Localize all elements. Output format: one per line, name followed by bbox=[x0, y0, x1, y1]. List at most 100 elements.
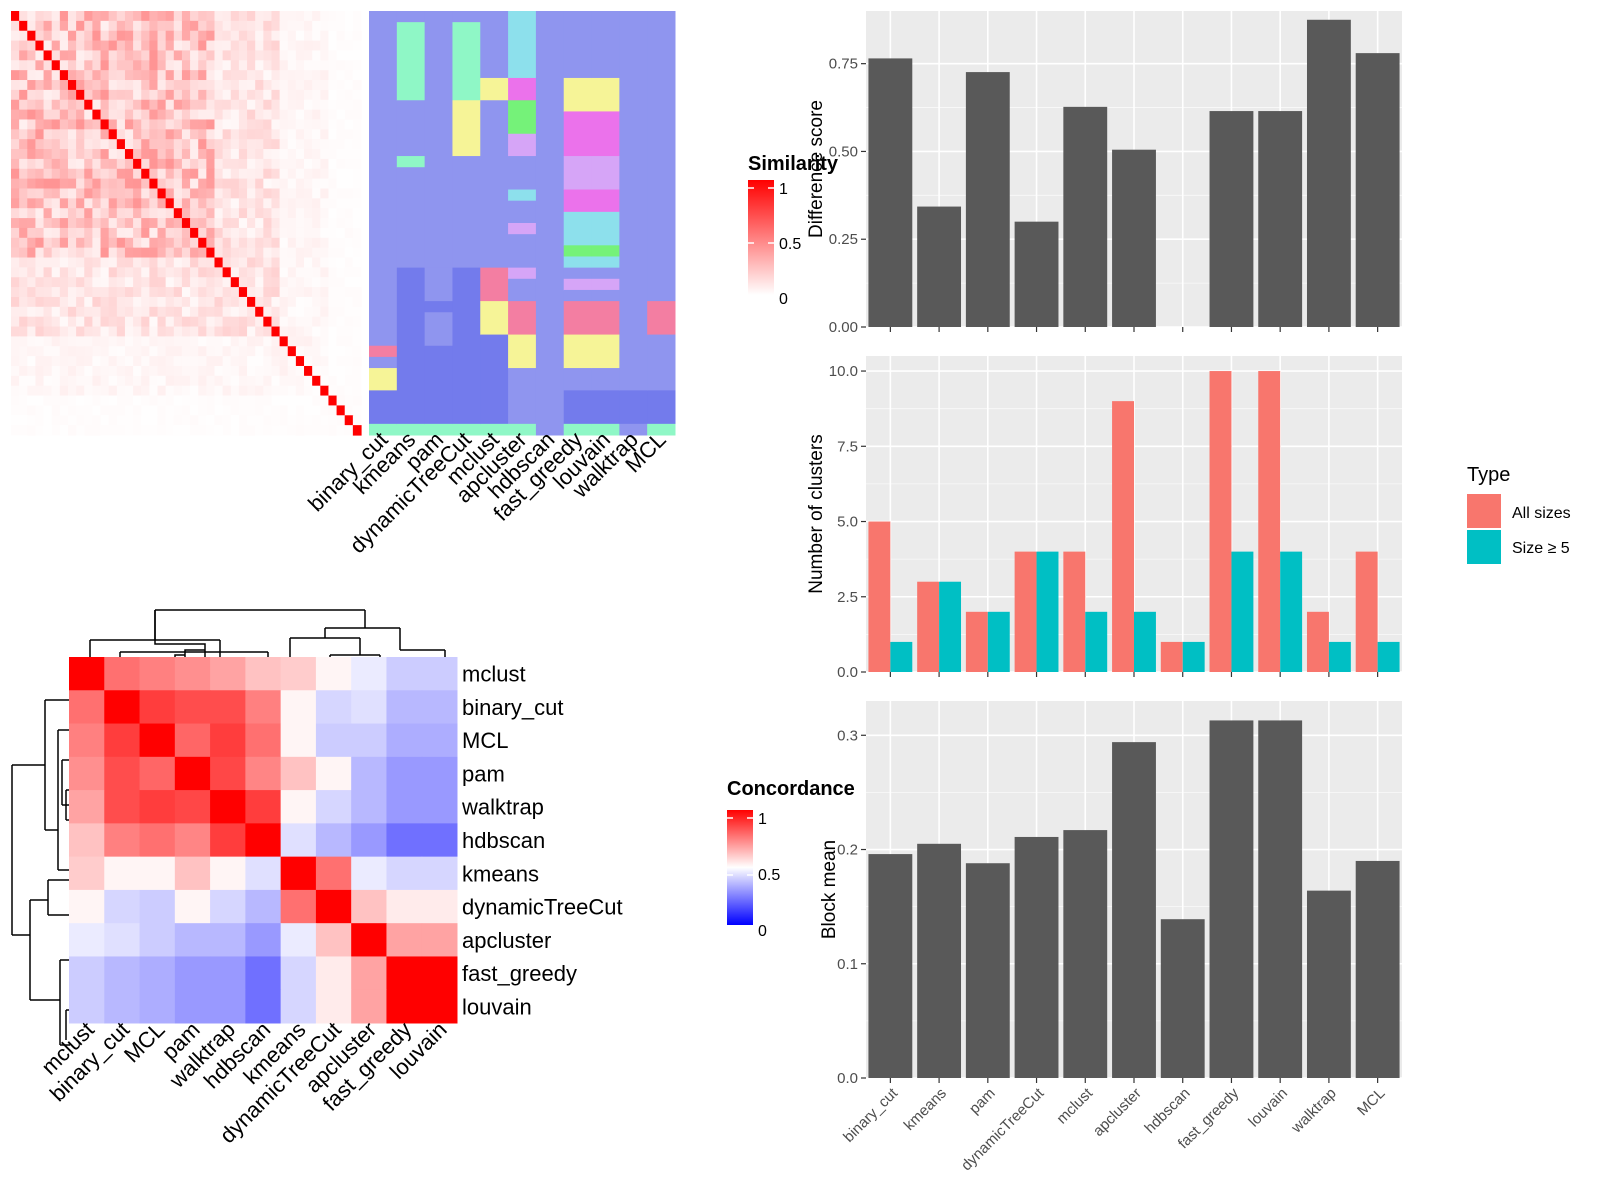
concordance-row-label-MCL: MCL bbox=[462, 728, 508, 753]
similarity-cell bbox=[11, 385, 20, 397]
similarity-cell bbox=[92, 346, 102, 357]
similarity-cell bbox=[92, 395, 102, 407]
similarity-cell bbox=[271, 208, 281, 219]
similarity-cell bbox=[312, 227, 321, 239]
similarity-cell bbox=[287, 365, 297, 377]
similarity-cell bbox=[238, 89, 248, 101]
similarity-cell bbox=[35, 168, 45, 180]
similarity-cell bbox=[230, 60, 240, 71]
similarity-cell bbox=[173, 385, 183, 397]
similarity-cell bbox=[141, 129, 150, 140]
similarity-cell bbox=[181, 247, 191, 259]
similarity-cell bbox=[133, 139, 142, 150]
similarity-cell bbox=[190, 405, 199, 416]
similarity-cell bbox=[84, 237, 93, 249]
similarity-cell bbox=[344, 395, 354, 407]
similarity-cell bbox=[287, 336, 297, 347]
similarity-cell bbox=[92, 40, 102, 52]
similarity-cell bbox=[238, 257, 248, 268]
similarity-cell bbox=[51, 257, 61, 268]
similarity-cell bbox=[214, 346, 224, 357]
concordance-cell-walktrap-dynamicTreeCut bbox=[315, 790, 352, 824]
similarity-cell bbox=[181, 395, 191, 407]
similarity-cell bbox=[344, 375, 354, 387]
similarity-cell bbox=[238, 80, 248, 91]
similarity-cell bbox=[352, 346, 362, 357]
similarity-cell bbox=[43, 188, 53, 199]
similarity-cell bbox=[271, 30, 281, 42]
similarity-cell bbox=[320, 306, 330, 318]
similarity-cell bbox=[263, 287, 273, 298]
similarity-cell bbox=[247, 425, 256, 436]
similarity-cell bbox=[157, 385, 167, 397]
clusters-bar-all-sizes-mclust bbox=[1063, 551, 1086, 672]
similarity-cell bbox=[133, 20, 142, 32]
similarity-cell bbox=[287, 356, 297, 367]
similarity-cell bbox=[222, 50, 232, 61]
similarity-cell bbox=[344, 178, 354, 190]
similarity-cell bbox=[344, 277, 354, 288]
concordance-cell-louvain-binary_cut bbox=[104, 989, 141, 1024]
similarity-cell bbox=[295, 89, 305, 101]
similarity-cell bbox=[124, 385, 134, 397]
similarity-cell bbox=[352, 227, 362, 239]
clusters-bar-all-sizes-dynamicTreeCut bbox=[1014, 551, 1037, 672]
similarity-cell bbox=[328, 89, 338, 101]
similarity-cell bbox=[279, 119, 289, 130]
similarity-cell bbox=[295, 188, 305, 199]
similarity-cell bbox=[19, 158, 28, 170]
concordance-row-label-fast_greedy: fast_greedy bbox=[462, 961, 577, 986]
similarity-cell bbox=[328, 237, 338, 249]
similarity-cell bbox=[247, 198, 256, 209]
similarity-cell bbox=[190, 40, 199, 52]
similarity-cell bbox=[352, 149, 362, 160]
similarity-cell bbox=[173, 40, 183, 52]
similarity-cell bbox=[173, 168, 183, 180]
similarity-cell bbox=[214, 306, 224, 318]
similarity-cell bbox=[230, 119, 240, 130]
similarity-cell bbox=[328, 227, 338, 239]
similarity-cell bbox=[116, 257, 126, 268]
similarity-cell bbox=[59, 346, 69, 357]
similarity-cell bbox=[271, 119, 281, 130]
similarity-cell bbox=[19, 415, 28, 426]
similarity-cell bbox=[271, 11, 281, 22]
similarity-cell bbox=[295, 365, 305, 377]
similarity-cell bbox=[304, 326, 313, 337]
similarity-cell bbox=[336, 415, 346, 426]
similarity-cell bbox=[304, 139, 313, 150]
similarity-cell bbox=[230, 149, 240, 160]
concordance-heatmap-panel: mclustbinary_cutMCLpamwalktraphdbscankme… bbox=[11, 609, 855, 1148]
similarity-cell bbox=[43, 149, 53, 160]
similarity-cell bbox=[181, 425, 191, 436]
similarity-cell bbox=[263, 395, 273, 407]
similarity-cell bbox=[263, 129, 273, 140]
similarity-cell bbox=[247, 99, 256, 111]
concordance-cell-hdbscan-walktrap bbox=[210, 823, 246, 858]
cluster-annotation-cell-apcluster bbox=[508, 133, 537, 157]
similarity-cell bbox=[59, 80, 69, 91]
similarity-cell bbox=[304, 375, 313, 387]
similarity-cell bbox=[336, 277, 346, 288]
similarity-cell bbox=[247, 336, 256, 347]
similarity-cell bbox=[133, 50, 142, 61]
clusters-bar-all-sizes-binary_cut bbox=[868, 521, 891, 672]
similarity-cell bbox=[344, 356, 354, 367]
concordance-cell-dynamicTreeCut-walktrap bbox=[210, 889, 246, 924]
concordance-cell-hdbscan-dynamicTreeCut bbox=[315, 823, 352, 858]
similarity-diagonal-cell bbox=[206, 247, 216, 259]
similarity-cell bbox=[149, 168, 159, 180]
clusters-bar-size-ge-5-dynamicTreeCut bbox=[1036, 551, 1059, 672]
cluster-annotation-cell-hdbscan bbox=[535, 11, 565, 436]
similarity-cell bbox=[27, 306, 37, 318]
similarity-cell bbox=[352, 375, 362, 387]
similarity-cell bbox=[11, 405, 20, 416]
similarity-cell bbox=[271, 109, 281, 121]
similarity-cell bbox=[157, 30, 167, 42]
similarity-cell bbox=[271, 20, 281, 32]
similarity-cell bbox=[214, 287, 224, 298]
similarity-cell bbox=[157, 40, 167, 52]
similarity-cell bbox=[108, 346, 118, 357]
similarity-cell bbox=[141, 365, 150, 377]
